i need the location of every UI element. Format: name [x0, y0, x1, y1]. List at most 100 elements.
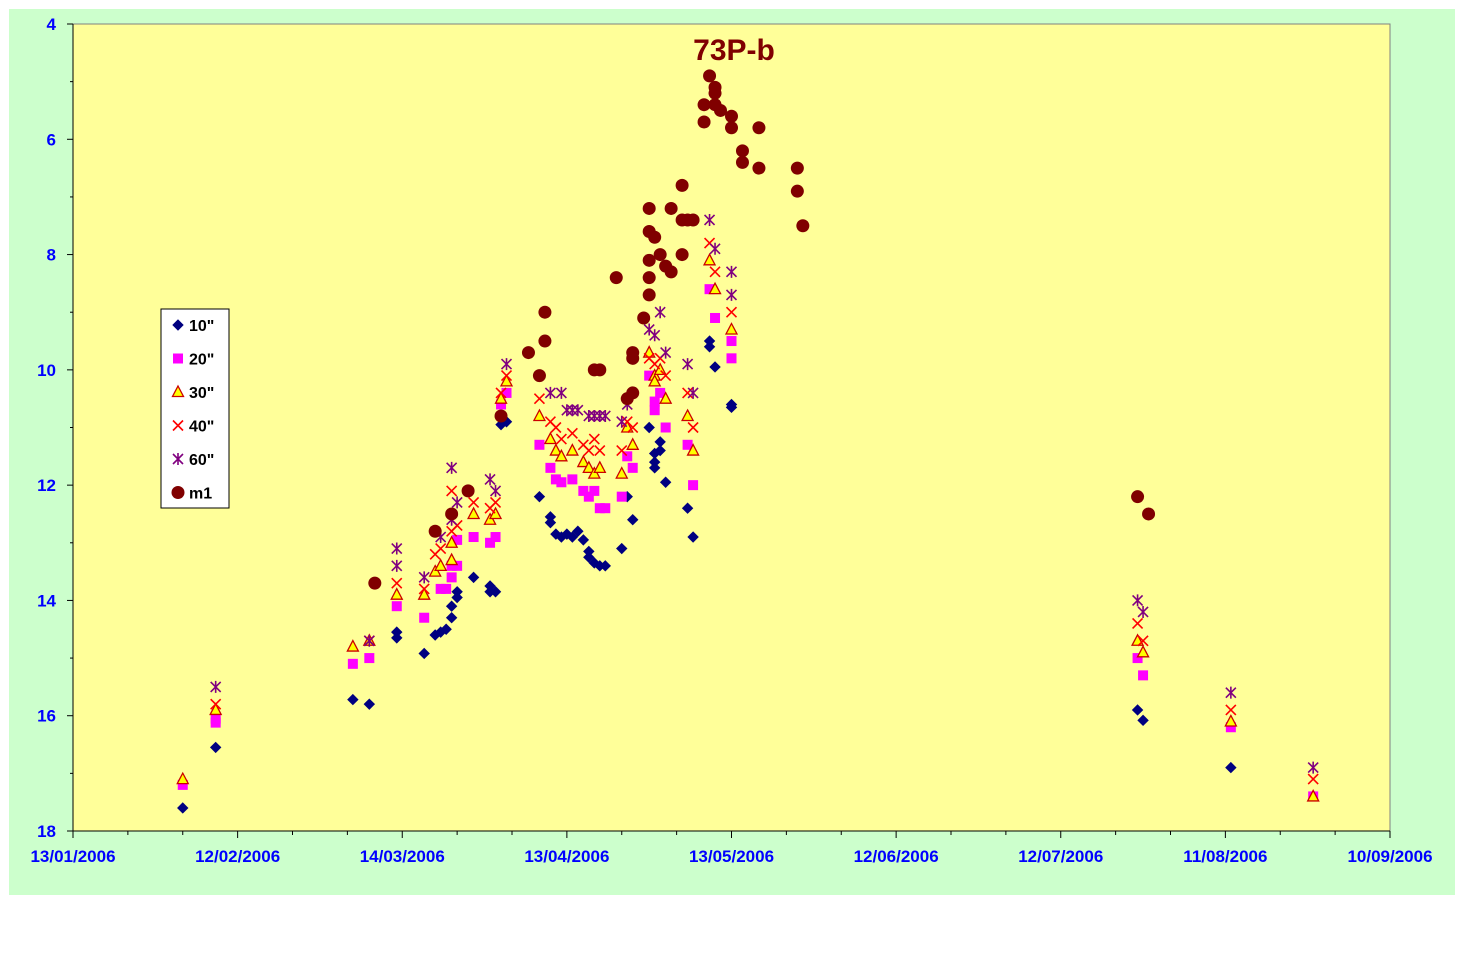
- data-point: [485, 537, 496, 548]
- data-point: [708, 281, 722, 295]
- data-point: [703, 213, 716, 226]
- data-point: [626, 346, 640, 360]
- data-point: [368, 576, 382, 590]
- data-point: [418, 647, 430, 660]
- data-point: [687, 386, 699, 399]
- data-point: [445, 612, 458, 624]
- data-point: [796, 219, 810, 233]
- data-points: [176, 69, 1320, 814]
- data-point: [496, 399, 507, 410]
- data-point: [435, 583, 446, 594]
- data-point: [434, 558, 448, 571]
- data-point: [544, 516, 557, 529]
- data-point: [346, 639, 360, 652]
- data-point: [451, 496, 463, 509]
- data-point: [209, 741, 222, 754]
- data-point: [177, 802, 189, 814]
- data-point: [654, 306, 666, 319]
- data-point: [534, 439, 545, 450]
- legend-label: 60": [189, 452, 214, 469]
- data-point: [593, 460, 607, 474]
- data-point: [588, 409, 600, 422]
- data-point: [441, 583, 452, 594]
- y-tick-label: 4: [47, 15, 57, 34]
- data-point: [1131, 704, 1144, 716]
- data-point: [468, 532, 479, 543]
- axes: [67, 23, 1391, 838]
- data-point: [681, 408, 695, 422]
- chart-title: 73P-b: [693, 34, 775, 67]
- data-point: [664, 265, 678, 279]
- data-point: [703, 69, 717, 83]
- data-point: [500, 370, 513, 382]
- data-point: [488, 506, 503, 520]
- data-point: [627, 421, 639, 434]
- data-point: [1137, 635, 1149, 647]
- data-point: [697, 98, 711, 112]
- data-point: [637, 311, 651, 325]
- data-point: [347, 693, 359, 706]
- legend-marker: [173, 353, 183, 364]
- data-point: [648, 462, 661, 474]
- data-point: [653, 248, 667, 262]
- data-point: [1137, 714, 1149, 727]
- legend-marker: [171, 486, 185, 499]
- data-point: [1225, 686, 1237, 699]
- data-point: [484, 580, 496, 592]
- legend: 10" 20" 30" 40" 60" m1: [160, 308, 230, 509]
- data-point: [521, 346, 535, 360]
- data-point: [467, 571, 480, 584]
- data-point: [565, 443, 579, 456]
- data-point: [364, 653, 375, 664]
- data-point: [703, 341, 716, 353]
- y-tick-label: 6: [47, 130, 56, 149]
- data-point: [446, 572, 457, 583]
- data-point: [445, 600, 458, 612]
- legend-label: m1: [189, 486, 212, 503]
- data-point: [418, 583, 430, 595]
- legend-marker: [172, 319, 184, 331]
- data-point: [649, 329, 661, 342]
- data-point: [704, 284, 715, 295]
- data-point: [440, 623, 452, 635]
- data-point: [644, 370, 655, 381]
- data-point: [615, 466, 629, 479]
- data-point: [446, 485, 458, 497]
- data-point: [583, 551, 595, 563]
- data-point: [686, 443, 700, 456]
- data-point: [1306, 789, 1320, 802]
- data-point: [538, 334, 552, 348]
- data-point: [697, 115, 711, 129]
- data-point: [1224, 714, 1238, 727]
- data-point: [550, 474, 561, 485]
- data-point: [1142, 507, 1156, 521]
- x-tick-label: 12/07/2006: [1018, 847, 1103, 866]
- data-point: [710, 312, 721, 323]
- data-point: [538, 305, 552, 319]
- data-point: [790, 184, 804, 198]
- data-point: [549, 443, 563, 456]
- data-point: [566, 427, 578, 439]
- data-point: [533, 490, 546, 503]
- data-point: [664, 201, 678, 215]
- data-point: [682, 358, 694, 371]
- data-point: [391, 601, 402, 612]
- data-point: [532, 408, 547, 422]
- legend-marker: [172, 453, 184, 465]
- data-point: [467, 506, 481, 520]
- data-point: [600, 503, 611, 514]
- data-point: [417, 587, 431, 600]
- data-point: [177, 779, 188, 790]
- data-point: [583, 491, 594, 502]
- data-point: [1225, 704, 1237, 716]
- data-point: [725, 288, 738, 301]
- data-point: [582, 460, 596, 474]
- data-point: [561, 404, 573, 417]
- data-point: [655, 387, 666, 398]
- data-point: [418, 571, 430, 584]
- data-point: [681, 502, 694, 514]
- data-point: [752, 161, 766, 175]
- data-point: [391, 542, 403, 555]
- data-point: [435, 542, 447, 555]
